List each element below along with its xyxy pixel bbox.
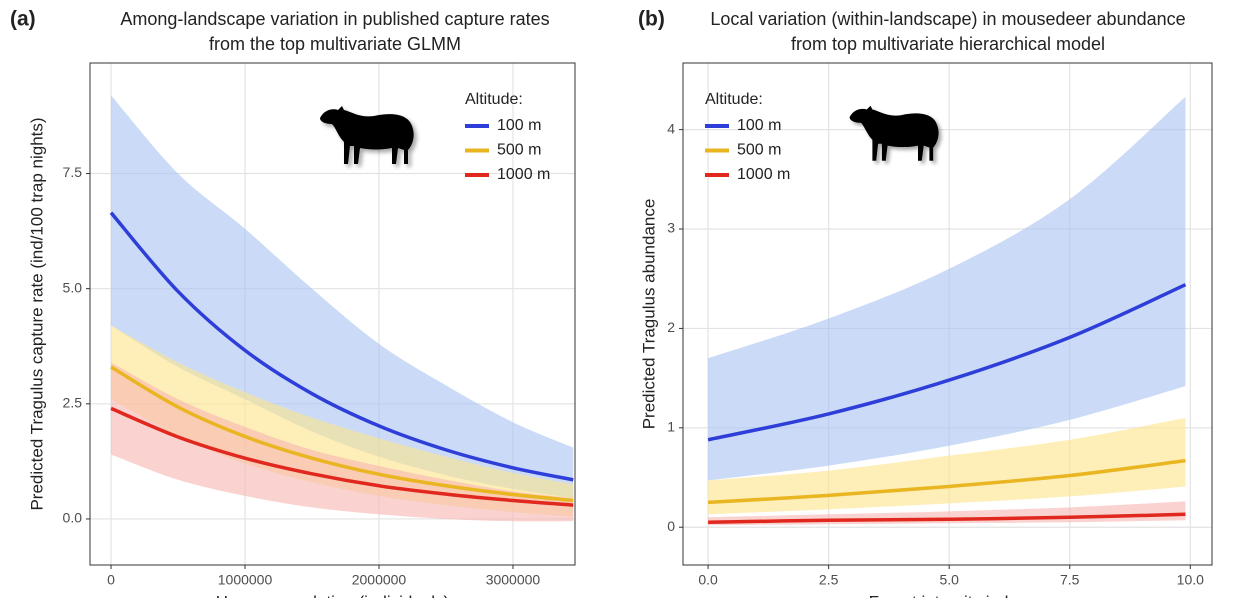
- y-tick-label: 5.0: [63, 279, 83, 295]
- y-tick-label: 1: [667, 419, 675, 435]
- chart-title: from the top multivariate GLMM: [209, 34, 461, 54]
- x-tick-label: 5.0: [939, 572, 959, 588]
- y-axis-label: Predicted Tragulus abundance: [639, 199, 658, 430]
- y-tick-label: 0: [667, 518, 675, 534]
- y-tick-label: 0.0: [63, 510, 83, 526]
- x-axis-label: Forest integrity index: [869, 592, 1027, 598]
- y-tick-label: 2.5: [63, 395, 83, 411]
- x-tick-label: 2000000: [352, 572, 407, 588]
- figure: 0.0 2.5 5.0 7.5 0 1000000 2000000 3000000 Altitu…: [0, 0, 1253, 598]
- chart-title: Among-landscape variation in published c…: [120, 9, 549, 29]
- legend-label: 500 m: [497, 142, 541, 159]
- y-tick-label: 2: [667, 319, 675, 335]
- x-axis-label: Human population (individuals): [216, 592, 449, 598]
- x-tick-label: 7.5: [1060, 572, 1080, 588]
- y-tick-label: 3: [667, 220, 675, 236]
- x-tick-label: 0.0: [698, 572, 718, 588]
- legend-title: Altitude:: [465, 91, 523, 108]
- legend-label: 1000 m: [497, 166, 550, 183]
- x-tick-label: 0: [107, 572, 115, 588]
- chart-title: Local variation (within-landscape) in mo…: [710, 9, 1185, 29]
- legend-label: 1000 m: [737, 166, 790, 183]
- y-tick-label: 7.5: [63, 164, 83, 180]
- y-axis-label: Predicted Tragulus capture rate (ind/100…: [27, 117, 46, 510]
- x-tick-label: 10.0: [1177, 572, 1204, 588]
- legend-label: 100 m: [737, 117, 781, 134]
- legend-title: Altitude:: [705, 91, 763, 108]
- y-tick-label: 4: [667, 120, 675, 136]
- x-tick-label: 2.5: [819, 572, 839, 588]
- panel-label: (b): [638, 8, 665, 31]
- chart-title: from top multivariate hierarchical model: [791, 34, 1105, 54]
- x-tick-label: 3000000: [486, 572, 541, 588]
- legend-label: 500 m: [737, 142, 781, 159]
- x-tick-label: 1000000: [218, 572, 273, 588]
- panel-label: (a): [10, 8, 36, 31]
- legend-label: 100 m: [497, 117, 541, 134]
